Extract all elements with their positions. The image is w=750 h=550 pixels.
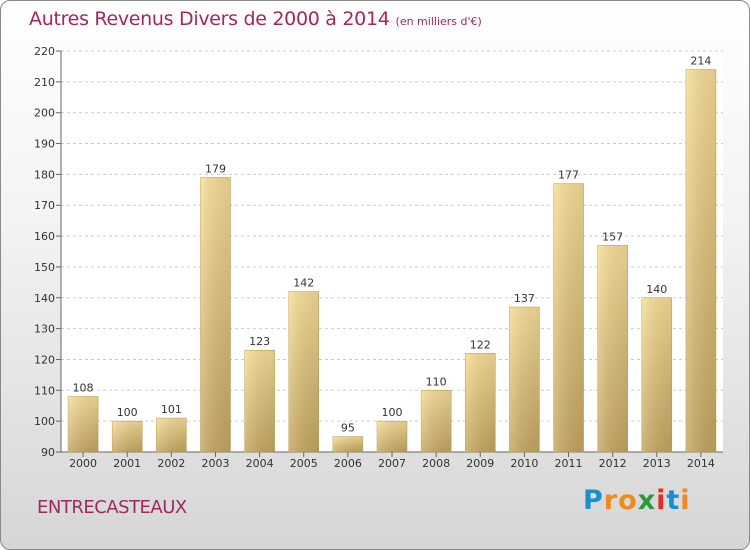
brand-letter: i	[680, 485, 691, 516]
y-tick-label: 190	[34, 138, 55, 151]
bar-shade	[156, 418, 187, 452]
data-label: 110	[426, 375, 447, 388]
data-label: 142	[293, 277, 314, 290]
bar-shade	[68, 396, 99, 452]
y-tick-label: 140	[34, 292, 55, 305]
data-label: 108	[73, 381, 94, 394]
brand-letter: P	[583, 485, 604, 516]
y-tick-label: 100	[34, 415, 55, 428]
data-label: 214	[690, 55, 711, 68]
y-tick-label: 110	[34, 384, 55, 397]
bar-shade	[332, 436, 363, 452]
data-label: 179	[205, 162, 226, 175]
brand-letter: i	[656, 485, 667, 516]
brand-letter: x	[637, 485, 657, 516]
x-tick-label: 2003	[201, 457, 229, 470]
x-tick-label: 2011	[555, 457, 583, 470]
chart-unit: (en milliers d'€)	[395, 15, 482, 28]
x-tick-label: 2002	[157, 457, 185, 470]
brand-letter: r	[603, 485, 619, 516]
bar-shade	[597, 245, 628, 452]
y-tick-label: 170	[34, 199, 55, 212]
bar-shade	[509, 307, 540, 452]
x-tick-label: 2006	[334, 457, 362, 470]
data-label: 100	[117, 406, 138, 419]
data-label: 123	[249, 335, 270, 348]
chart-title-text: Autres Revenus Divers de 2000 à 2014	[29, 8, 390, 30]
x-tick-label: 2004	[246, 457, 274, 470]
x-tick-label: 2012	[599, 457, 627, 470]
y-tick-label: 200	[34, 107, 55, 120]
y-tick-label: 90	[41, 446, 55, 459]
data-label: 137	[514, 292, 535, 305]
data-label: 177	[558, 169, 579, 182]
x-tick-label: 2005	[290, 457, 318, 470]
y-tick-label: 220	[34, 45, 55, 58]
data-label: 157	[602, 230, 623, 243]
bar-shade	[288, 291, 319, 452]
bar-shade	[244, 350, 275, 452]
data-label: 100	[382, 406, 403, 419]
bar-shade	[553, 183, 584, 452]
bar-shade	[112, 421, 143, 452]
y-tick-label: 130	[34, 323, 55, 336]
y-tick-label: 120	[34, 353, 55, 366]
x-tick-label: 2001	[113, 457, 141, 470]
brand-letter: t	[666, 485, 681, 516]
data-label: 122	[470, 338, 491, 351]
data-label: 101	[161, 403, 182, 416]
bar-shade	[200, 177, 231, 452]
bar-shade	[685, 69, 716, 452]
commune-name: ENTRECASTEAUX	[37, 497, 187, 518]
data-label: 95	[341, 422, 355, 435]
chart-title: Autres Revenus Divers de 2000 à 2014 (en …	[29, 8, 482, 30]
bar-shade	[421, 390, 452, 452]
x-tick-label: 2010	[510, 457, 538, 470]
proxiti-logo: Proxiti	[583, 485, 691, 516]
x-tick-label: 2007	[378, 457, 406, 470]
data-label: 140	[646, 283, 667, 296]
y-tick-label: 180	[34, 168, 55, 181]
bar-shade	[377, 421, 407, 452]
y-tick-label: 210	[34, 76, 55, 89]
y-tick-label: 160	[34, 230, 55, 243]
bar-shade	[465, 353, 496, 452]
x-tick-label: 2014	[687, 457, 715, 470]
brand-letter: o	[618, 485, 638, 516]
x-tick-label: 2013	[643, 457, 671, 470]
y-tick-label: 150	[34, 261, 55, 274]
bar-shade	[641, 297, 672, 452]
x-tick-label: 2008	[422, 457, 450, 470]
x-tick-label: 2000	[69, 457, 97, 470]
x-tick-label: 2009	[466, 457, 494, 470]
